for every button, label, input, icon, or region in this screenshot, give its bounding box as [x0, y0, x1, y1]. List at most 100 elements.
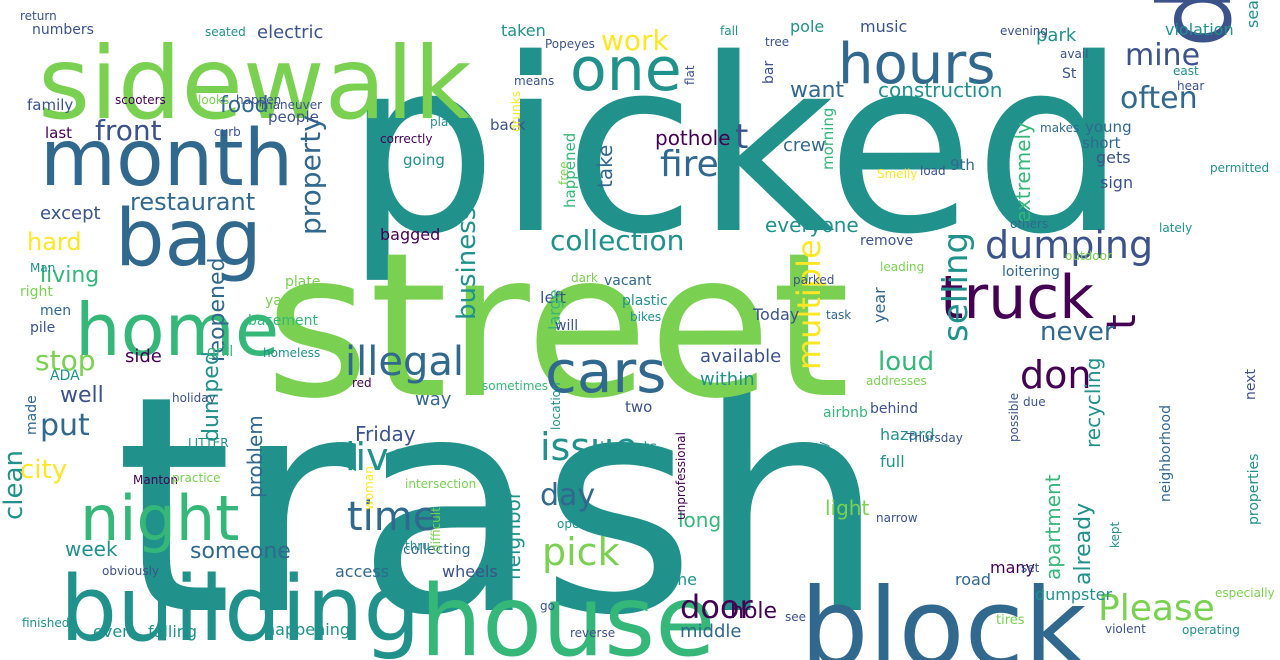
word-cloud-word: difficult — [429, 507, 443, 552]
word-cloud-word: people — [268, 108, 319, 126]
word-cloud-word: hear — [1177, 79, 1204, 93]
word-cloud-word: right — [20, 284, 53, 300]
word-cloud-word: outdoor — [1065, 249, 1112, 263]
word-cloud-word: someone — [190, 539, 291, 564]
word-cloud-word: drunks — [509, 91, 523, 132]
word-cloud-word: young — [1085, 118, 1132, 136]
word-cloud-word: hazard — [880, 425, 935, 444]
word-cloud-word: leading — [880, 260, 924, 274]
word-cloud-word: obviously — [102, 564, 159, 578]
word-cloud-word: electric — [257, 22, 323, 43]
word-cloud-word: bar — [761, 61, 777, 84]
word-cloud-word: work — [601, 24, 670, 57]
word-cloud-word: month — [40, 114, 293, 204]
word-cloud-word: maneuver — [261, 98, 322, 112]
word-cloud-word: tree — [765, 35, 789, 49]
word-cloud-word: go — [540, 599, 555, 613]
word-cloud-word: t — [735, 117, 748, 157]
word-cloud-word: permitted — [1210, 161, 1269, 175]
word-cloud-word: side — [125, 346, 162, 367]
word-cloud-word: thru — [405, 539, 430, 553]
word-cloud-word: even — [93, 622, 132, 641]
word-cloud-word: narrow — [876, 511, 918, 525]
word-cloud-word: want — [790, 78, 844, 103]
word-cloud-word: Smelly — [877, 167, 917, 181]
word-cloud-word: wheels — [442, 562, 498, 581]
word-cloud-word: operating — [1182, 623, 1240, 637]
word-cloud-word: curb — [214, 125, 241, 139]
word-cloud-word: pick — [542, 530, 620, 574]
word-cloud-word: bagged — [380, 225, 440, 244]
word-cloud-word: block — [800, 566, 1087, 660]
word-cloud-word: available — [700, 346, 781, 367]
word-cloud-word: way — [415, 389, 452, 410]
word-cloud-word: collecting — [403, 542, 471, 558]
word-cloud-word: dangerous — [1137, 0, 1254, 48]
word-cloud-word: business — [452, 207, 482, 320]
word-cloud-word: two — [625, 398, 652, 416]
word-cloud-word: task — [826, 308, 851, 322]
word-cloud-word: tenants — [600, 438, 657, 456]
word-cloud-word: light — [825, 496, 869, 520]
word-cloud-word: parked — [793, 273, 834, 287]
word-cloud-word: clean — [0, 450, 29, 520]
word-cloud-word: falling — [148, 622, 197, 641]
word-cloud-word: crew — [783, 135, 826, 156]
word-cloud-word: pole — [790, 17, 824, 36]
word-cloud-word: men — [40, 303, 71, 319]
word-cloud-word: live — [345, 435, 412, 479]
word-cloud-word: location — [549, 382, 563, 430]
word-cloud-word: St — [1062, 66, 1077, 82]
word-cloud-word: addresses — [866, 374, 927, 388]
word-cloud-word: recycling — [1081, 358, 1105, 448]
word-cloud-word: cars — [545, 338, 667, 406]
word-cloud-word: plate — [285, 274, 320, 290]
word-cloud-word: living — [40, 263, 99, 288]
word-cloud-word: dumpster — [1035, 585, 1112, 604]
word-cloud-word: problem — [243, 415, 267, 498]
word-cloud-word: often — [1120, 81, 1198, 116]
word-cloud-word: year — [870, 287, 889, 323]
word-cloud-word: LITTER — [188, 436, 229, 450]
word-cloud-word: made — [24, 395, 40, 435]
word-cloud-word: middle — [680, 621, 741, 642]
word-cloud-word: mine — [1125, 38, 1200, 73]
word-cloud-word: put — [40, 408, 90, 443]
word-cloud-word: issue — [540, 425, 638, 469]
word-cloud-word: short — [1082, 134, 1121, 152]
word-cloud-word: gets — [1096, 148, 1131, 167]
word-cloud-word: truck — [940, 263, 1094, 333]
word-cloud-word: set — [1021, 561, 1040, 575]
word-cloud-word: violent — [1105, 622, 1146, 636]
word-cloud-word: happen — [236, 93, 281, 107]
word-cloud-word: park — [1036, 25, 1077, 46]
word-cloud-word: vacant — [604, 273, 652, 289]
word-cloud-word: long — [678, 508, 721, 532]
word-cloud-word: scooters — [115, 93, 166, 107]
word-cloud-word: reverse — [570, 626, 615, 640]
word-cloud-word: hit — [606, 329, 622, 343]
word-cloud-word: Popeyes — [545, 37, 595, 51]
word-cloud-word: family — [27, 96, 73, 114]
word-cloud-word: time — [347, 494, 437, 540]
word-cloud-word: lately — [1159, 221, 1192, 235]
word-cloud-word: avail — [1060, 47, 1088, 61]
word-cloud-word: see — [785, 610, 806, 624]
word-cloud-word: evening — [1000, 24, 1048, 38]
word-cloud-word: illegal — [345, 339, 464, 385]
word-cloud-word: apartment — [1041, 474, 1065, 580]
word-cloud-word: Thursday — [906, 431, 963, 445]
word-cloud-word: pothole — [655, 126, 731, 150]
word-cloud-word: due — [1023, 395, 1046, 409]
word-cloud-word: property — [294, 115, 327, 235]
word-cloud-word: practice — [172, 471, 221, 485]
word-cloud-word: basement — [248, 313, 318, 329]
word-cloud-word: don — [1020, 353, 1091, 397]
word-cloud-word: trash — [115, 332, 886, 660]
word-cloud-word: seated — [205, 25, 246, 39]
word-cloud-word: seating — [1243, 0, 1262, 28]
word-cloud-word: unprofessional — [674, 432, 688, 520]
word-cloud-word: dumped — [199, 351, 224, 442]
word-cloud-word: collection — [550, 224, 684, 257]
